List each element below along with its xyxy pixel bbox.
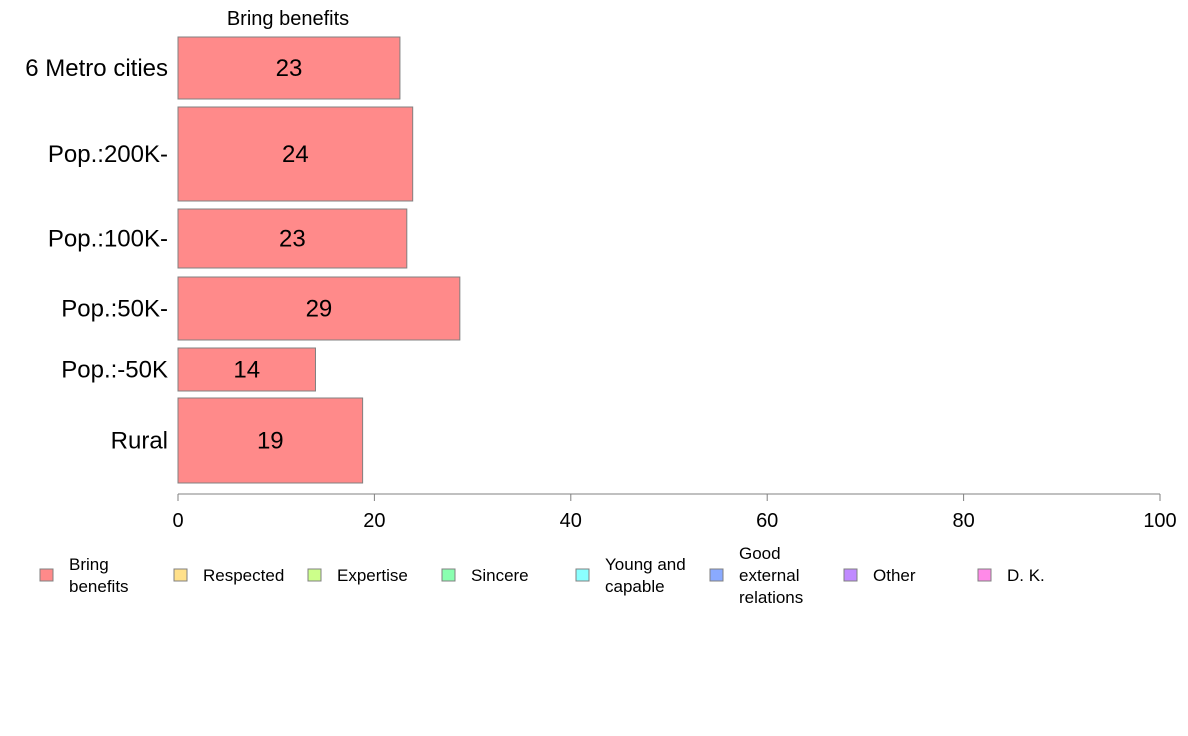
category-labels: 6 Metro cities Pop.:200K- Pop.:100K- Pop.:5…: [25, 55, 168, 455]
x-axis: 0 20 40 60 80 100: [172, 493, 1177, 532]
legend-label: Bring benefits: [69, 555, 129, 596]
legend-swatch: [307, 568, 322, 582]
bar: [177, 106, 414, 202]
category-label: Rural: [111, 428, 168, 455]
bar: [177, 397, 364, 484]
category-label: 6 Metro cities: [25, 55, 168, 82]
legend-swatch: [441, 568, 456, 582]
legend-item: Respected: [173, 566, 284, 585]
bar: [177, 208, 408, 269]
x-tick-label: 40: [560, 510, 582, 532]
legend-item: Expertise: [307, 566, 408, 585]
bar-value-label: 19: [257, 428, 284, 455]
category-label: Pop.:200K-: [48, 141, 168, 168]
x-tick-label: 80: [952, 510, 974, 532]
legend-item: Young and capable: [575, 555, 686, 596]
bar: [177, 347, 316, 392]
legend-swatch: [843, 568, 858, 582]
legend-label: Good external relations: [739, 544, 803, 607]
category-label: Pop.:-50K: [61, 357, 168, 384]
legend-item: Other: [843, 566, 916, 585]
legend-swatch: [575, 568, 590, 582]
legend-item: Good external relations: [709, 544, 803, 607]
legend-item: Sincere: [441, 566, 529, 585]
legend-swatch: [173, 568, 188, 582]
x-tick-label: 0: [172, 510, 183, 532]
legend-label: Sincere: [471, 566, 529, 585]
legend-swatch: [977, 568, 992, 582]
x-tick-label: 60: [756, 510, 778, 532]
bar-value-label: 29: [306, 296, 333, 323]
category-label: Pop.:100K-: [48, 226, 168, 253]
x-tick-label: 20: [363, 510, 385, 532]
chart-title: Bring benefits: [227, 8, 349, 30]
legend-swatch: [39, 568, 54, 582]
legend-swatch: [709, 568, 724, 582]
legend-item: D. K.: [977, 566, 1045, 585]
legend-label: Respected: [203, 566, 284, 585]
x-tick-label: 100: [1143, 510, 1176, 532]
bar: [177, 276, 461, 341]
legend-item: Bring benefits: [39, 555, 129, 596]
legend-label: D. K.: [1007, 566, 1045, 585]
category-label: Pop.:50K-: [61, 296, 168, 323]
bar-value-label: 24: [282, 141, 309, 168]
bar-value-label: 23: [276, 55, 303, 82]
legend: Bring benefits Respected Expertise Sincere Yo…: [39, 544, 1045, 607]
legend-label: Expertise: [337, 566, 408, 585]
bar-value-label: 23: [279, 226, 306, 253]
legend-label: Young and capable: [605, 555, 686, 596]
bar: [177, 36, 401, 100]
bars-group: 23 24 23 29 14 19: [177, 36, 461, 484]
legend-label: Other: [873, 566, 916, 585]
bar-value-label: 14: [233, 357, 260, 384]
